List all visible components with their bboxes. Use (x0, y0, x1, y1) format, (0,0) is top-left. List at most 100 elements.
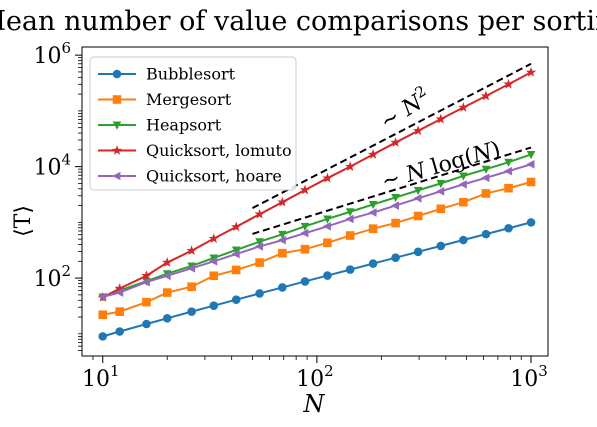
data-point (368, 200, 378, 210)
x-tick-label-1: 102 (296, 362, 334, 392)
series-0 (98, 218, 536, 341)
data-point (504, 158, 513, 167)
data-point (503, 78, 514, 89)
data-point (526, 151, 536, 160)
x-axis-label: N (303, 390, 326, 418)
data-point (459, 235, 468, 245)
data-point (504, 223, 513, 233)
legend-marker-0 (112, 69, 122, 79)
data-point (480, 90, 492, 101)
data-point (323, 238, 332, 248)
data-point (504, 183, 513, 193)
data-point (322, 172, 333, 183)
y-tick-label-0: 102 (33, 262, 71, 292)
legend-marker-4 (112, 171, 121, 181)
y-tick-label-2: 106 (33, 39, 71, 69)
series-2 (98, 151, 536, 302)
data-point (278, 248, 287, 258)
data-point (231, 249, 240, 259)
data-point (391, 218, 400, 228)
data-point (345, 208, 355, 217)
data-point (209, 301, 219, 310)
data-point (436, 179, 446, 189)
data-point (277, 196, 288, 207)
data-point (526, 177, 536, 187)
data-point (162, 288, 172, 297)
data-point (391, 193, 400, 203)
data-point (277, 235, 286, 245)
data-point (481, 229, 491, 239)
data-point (141, 270, 152, 281)
legend-marker-2 (112, 121, 122, 130)
data-point (345, 265, 355, 274)
data-point (436, 241, 446, 251)
data-point (413, 247, 423, 257)
data-point (231, 295, 241, 304)
data-point (255, 258, 264, 267)
data-point (525, 67, 537, 77)
data-point (436, 204, 446, 214)
data-point (413, 125, 424, 136)
data-point (209, 254, 219, 263)
data-point (299, 184, 311, 195)
x-tick-label-2: 103 (510, 362, 548, 392)
data-point (526, 218, 536, 227)
legend: Bubblesort Mergesort Heapsort Quicksort, lo… (89, 56, 297, 191)
data-point (458, 180, 467, 189)
data-point (300, 277, 310, 286)
data-point (186, 263, 196, 273)
data-point (368, 208, 377, 217)
data-point (98, 310, 108, 320)
data-point (186, 245, 197, 256)
data-point (231, 221, 242, 232)
data-point (141, 277, 150, 287)
data-point (255, 238, 264, 247)
plot-frame (81, 46, 549, 357)
reference-line-0 (251, 62, 532, 210)
data-point (114, 283, 125, 293)
data-point (323, 215, 332, 224)
data-point (300, 222, 310, 232)
data-point (368, 224, 378, 233)
x-tick-label-0: 101 (82, 362, 120, 392)
legend-marker-3 (111, 145, 123, 155)
data-point (526, 160, 535, 169)
data-point (162, 313, 172, 323)
data-point (435, 113, 446, 124)
data-point (208, 233, 219, 243)
legend-marker-1 (112, 95, 122, 104)
data-point (254, 208, 265, 219)
legend-label-3: Quicksort, lomuto (146, 141, 292, 160)
y-tick-label-1: 104 (33, 151, 71, 181)
data-point (187, 282, 196, 292)
data-point (503, 166, 512, 176)
data-point (458, 102, 469, 112)
y-axis-label: ⟨T⟩ (11, 205, 36, 237)
data-point (98, 292, 107, 302)
legend-label-4: Quicksort, hoare (146, 167, 282, 186)
series-4 (98, 160, 535, 302)
data-point (162, 271, 171, 281)
data-point (481, 165, 491, 174)
data-point (368, 259, 378, 268)
data-point (300, 228, 309, 238)
series-line-4 (102, 163, 532, 298)
data-point (481, 173, 490, 183)
data-point (114, 288, 124, 297)
data-point (413, 211, 423, 221)
data-point (115, 307, 125, 316)
reference-line-1 (252, 146, 532, 235)
data-point (323, 271, 332, 280)
data-point (162, 257, 173, 267)
legend-label-1: Mergesort (146, 90, 232, 109)
data-point (390, 137, 401, 147)
data-point (187, 307, 196, 316)
data-point (345, 231, 355, 240)
data-point (459, 197, 468, 207)
legend-box (89, 56, 297, 191)
data-point (345, 214, 354, 224)
data-point (322, 221, 331, 231)
